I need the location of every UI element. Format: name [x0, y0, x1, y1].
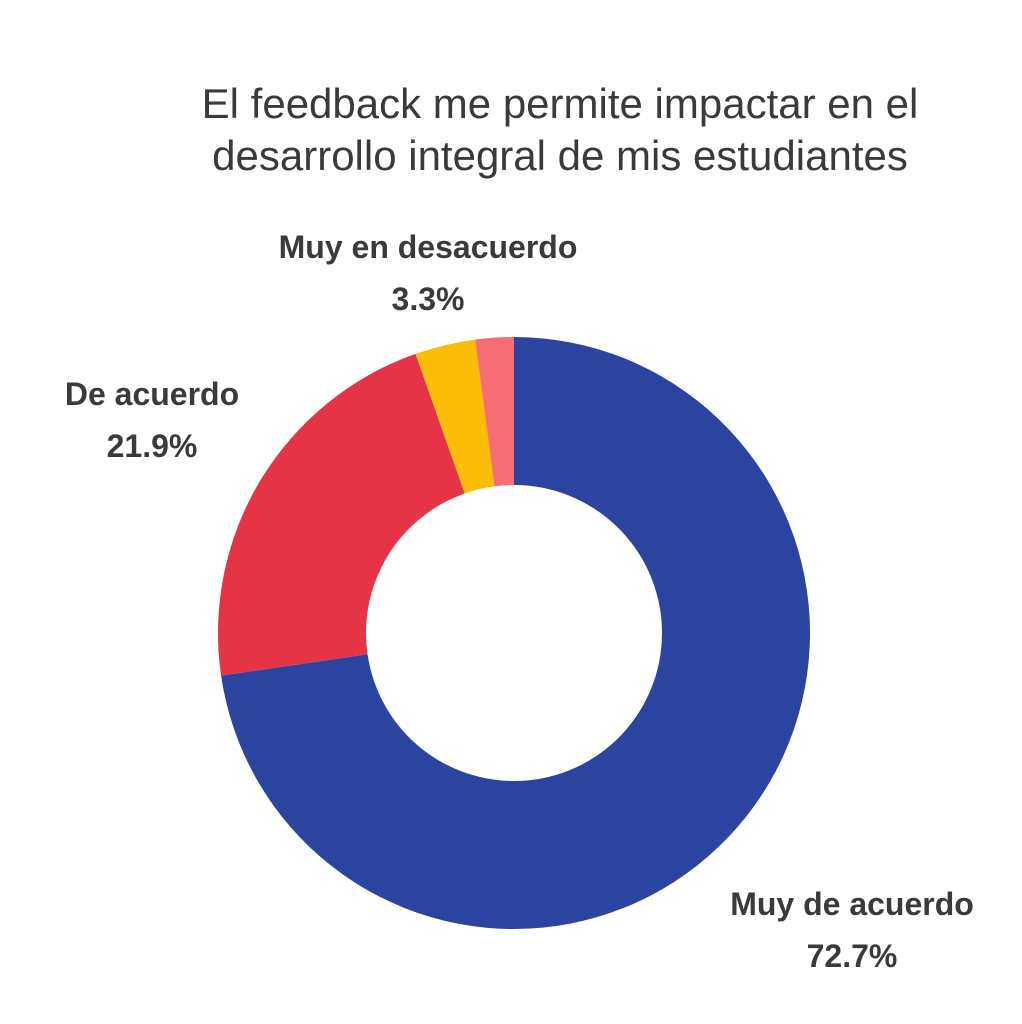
slice-muy-en-desacuerdo: [415, 339, 495, 494]
slice-value-de-acuerdo: 21.9%: [107, 428, 198, 464]
slice-value-muy-de-acuerdo: 72.7%: [807, 938, 898, 974]
slice-label-de-acuerdo: De acuerdo: [65, 376, 239, 412]
slice-label-muy-en-desacuerdo: Muy en desacuerdo: [279, 229, 578, 265]
slice-value-muy-en-desacuerdo: 3.3%: [392, 281, 465, 317]
slice-de-acuerdo: [218, 353, 465, 676]
slice-muy-de-acuerdo: [221, 337, 811, 929]
chart-title: El feedback me permite impactar en el de…: [202, 80, 919, 179]
slice-unlabeled: [475, 337, 514, 487]
chart-title-line-2: desarrollo integral de mis estudiantes: [212, 132, 908, 179]
slice-labels: Muy de acuerdo 72.7% De acuerdo 21.9% Muy en…: [65, 229, 974, 974]
donut-slices: [218, 337, 811, 929]
chart-title-line-1: El feedback me permite impactar en el: [202, 80, 919, 127]
slice-label-muy-de-acuerdo: Muy de acuerdo: [730, 886, 974, 922]
